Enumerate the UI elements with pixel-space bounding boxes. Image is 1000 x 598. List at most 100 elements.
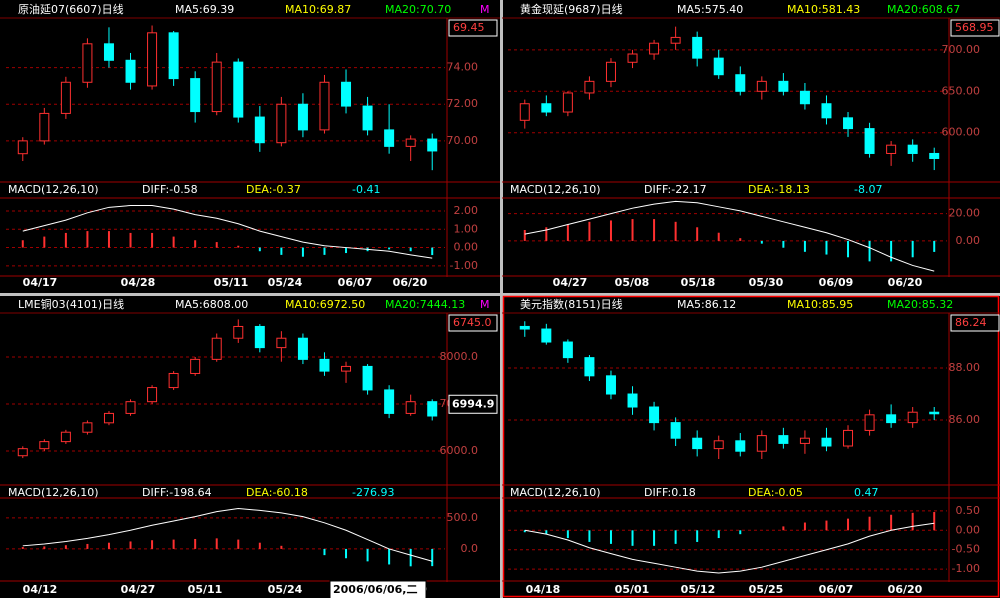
date-label: 04/18 bbox=[526, 583, 561, 596]
candle-body bbox=[821, 103, 832, 119]
candle-body bbox=[39, 112, 50, 142]
cursor-price: 6994.9 bbox=[452, 397, 494, 410]
date-label: 04/12 bbox=[23, 583, 58, 596]
last-price-box bbox=[950, 314, 1000, 332]
candle-body bbox=[233, 61, 244, 118]
divider-v bbox=[500, 0, 503, 598]
candle-body bbox=[341, 81, 352, 107]
ma-label: MA10:69.87 bbox=[285, 3, 351, 16]
macd-tick-label: 1.00 bbox=[454, 222, 479, 235]
divider-h bbox=[0, 293, 1000, 296]
ma-label: MA20:7444.13 bbox=[385, 298, 465, 311]
diff-label: DIFF:-198.64 bbox=[142, 486, 212, 499]
candle-body bbox=[864, 414, 875, 431]
date-label: 06/07 bbox=[819, 583, 854, 596]
candle-body bbox=[756, 435, 767, 452]
diff-line bbox=[524, 522, 935, 574]
dea-label: DEA:-18.13 bbox=[748, 183, 810, 196]
last-price: 86.24 bbox=[955, 316, 987, 329]
candle-body bbox=[190, 358, 201, 374]
last-price-box bbox=[448, 19, 498, 37]
candle-body bbox=[821, 437, 832, 447]
macd-tick-label: -1.00 bbox=[450, 259, 478, 272]
candle-body bbox=[168, 372, 179, 389]
date-label: 05/25 bbox=[749, 583, 784, 596]
candle-body bbox=[168, 32, 179, 80]
cursor-date: 2006/06/06,二 bbox=[333, 583, 417, 596]
date-label: 06/20 bbox=[888, 276, 923, 289]
y-tick-label: 88.00 bbox=[949, 361, 981, 374]
dea-label: DEA:-0.05 bbox=[748, 486, 803, 499]
candle-body bbox=[39, 441, 50, 450]
candle-body bbox=[799, 90, 810, 105]
candle-body bbox=[147, 387, 158, 403]
ma-label: M bbox=[480, 3, 490, 16]
ma-label: MA20:85.32 bbox=[887, 298, 953, 311]
date-label: 05/30 bbox=[749, 276, 784, 289]
candle-body bbox=[692, 437, 703, 450]
candle-body bbox=[384, 389, 395, 414]
last-price: 69.45 bbox=[453, 21, 485, 34]
dea-label: DEA:-60.18 bbox=[246, 486, 308, 499]
candle-body bbox=[649, 42, 660, 55]
date-label: 05/24 bbox=[268, 276, 303, 289]
candle-body bbox=[297, 103, 308, 131]
candle-body bbox=[541, 328, 552, 343]
candle-body bbox=[125, 59, 136, 83]
candle-body bbox=[233, 325, 244, 339]
candle-body bbox=[211, 337, 222, 360]
candle-body bbox=[519, 103, 530, 121]
candle-body bbox=[886, 414, 897, 424]
candle-body bbox=[319, 358, 330, 372]
candle-body bbox=[103, 43, 114, 61]
candle-body bbox=[778, 435, 789, 444]
date-label: 05/12 bbox=[681, 583, 716, 596]
candle-body bbox=[427, 401, 438, 417]
macd-tick-label: 0.00 bbox=[956, 234, 981, 247]
candle-body bbox=[670, 36, 681, 44]
candle-body bbox=[254, 325, 265, 349]
macd-label: MACD(12,26,10) bbox=[8, 183, 99, 196]
candle-body bbox=[756, 80, 767, 92]
cursor-date-box bbox=[329, 580, 427, 598]
ma-label: MA5:86.12 bbox=[677, 298, 736, 311]
candle-body bbox=[319, 81, 330, 131]
macd-tick-label: 20.00 bbox=[949, 207, 981, 220]
ma-label: MA5:575.40 bbox=[677, 3, 743, 16]
candle-body bbox=[778, 80, 789, 92]
date-label: 04/17 bbox=[23, 276, 58, 289]
candle-body bbox=[147, 32, 158, 87]
date-label: 06/09 bbox=[819, 276, 854, 289]
date-label: 04/28 bbox=[121, 276, 156, 289]
candle-body bbox=[405, 138, 416, 147]
ma-label: MA10:6972.50 bbox=[285, 298, 365, 311]
last-price: 568.95 bbox=[955, 21, 994, 34]
date-label: 05/24 bbox=[268, 583, 303, 596]
candle-body bbox=[929, 152, 940, 159]
candle-body bbox=[362, 365, 373, 391]
macd-value: -0.41 bbox=[352, 183, 380, 196]
candle-body bbox=[17, 140, 28, 155]
candle-body bbox=[799, 437, 810, 444]
candle-body bbox=[929, 411, 940, 415]
active-panel-border bbox=[502, 295, 1000, 598]
macd-tick-label: 0.0 bbox=[461, 542, 479, 555]
diff-label: DIFF:0.18 bbox=[644, 486, 696, 499]
candle-body bbox=[60, 431, 71, 443]
y-tick-label: 74.00 bbox=[447, 61, 479, 74]
y-tick-label: 86.00 bbox=[949, 413, 981, 426]
candle-body bbox=[405, 401, 416, 414]
macd-tick-label: 0.50 bbox=[956, 504, 981, 517]
candle-body bbox=[276, 337, 287, 349]
candle-body bbox=[82, 422, 93, 433]
candle-body bbox=[276, 103, 287, 144]
date-label: 05/11 bbox=[214, 276, 249, 289]
candle-body bbox=[341, 365, 352, 372]
macd-tick-label: -1.00 bbox=[952, 562, 980, 575]
last-price-box bbox=[448, 314, 498, 332]
y-tick-label: 650.00 bbox=[942, 84, 981, 97]
macd-tick-label: -0.50 bbox=[952, 543, 980, 556]
candle-body bbox=[627, 53, 638, 63]
